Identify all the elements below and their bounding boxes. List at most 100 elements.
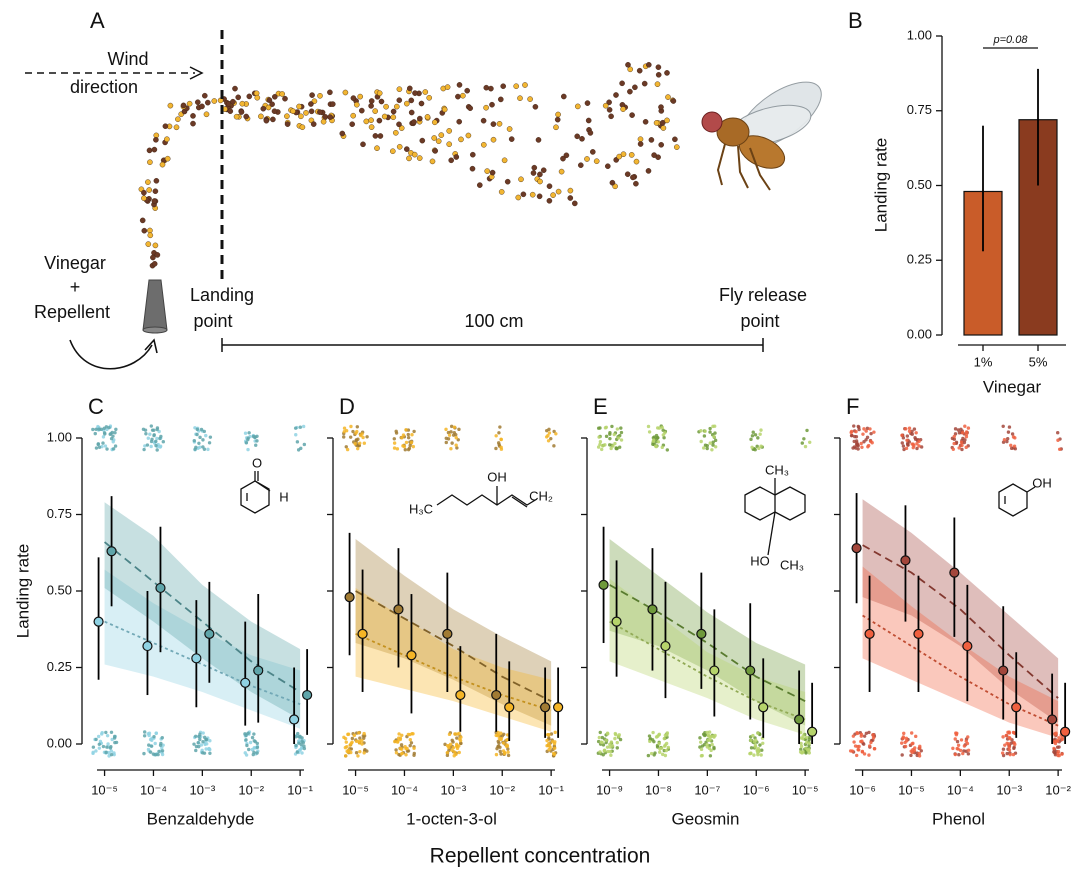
raw-dot [904, 446, 909, 451]
raw-dot [552, 429, 556, 434]
raw-dot [392, 437, 396, 441]
plume-dot [308, 101, 314, 107]
plume-dot [602, 102, 609, 109]
point [455, 689, 466, 701]
raw-dot [1009, 443, 1013, 448]
point [393, 604, 404, 615]
raw-dot [1001, 735, 1005, 739]
raw-dot [871, 733, 875, 737]
x-tick-label: 10⁻² [1045, 782, 1071, 797]
raw-dot [1057, 736, 1061, 740]
raw-dot [155, 427, 159, 432]
raw-dot [454, 432, 458, 437]
plume-dot [628, 152, 635, 158]
raw-dot [152, 433, 156, 438]
plume-dot [518, 176, 524, 183]
raw-dot [604, 434, 609, 439]
plume-dot [609, 179, 616, 186]
raw-dot [93, 431, 97, 436]
point [442, 628, 453, 639]
raw-dot [243, 732, 247, 736]
plume-dot [620, 106, 626, 112]
plume-dot [520, 191, 527, 198]
point [155, 582, 166, 594]
raw-dot [706, 733, 711, 737]
raw-dot [499, 752, 503, 756]
x-tick-label: 10⁻⁶ [849, 782, 876, 797]
raw-dot [1012, 746, 1016, 751]
point [106, 546, 117, 557]
raw-dot [255, 745, 260, 750]
raw-dot [362, 751, 366, 755]
raw-dot [349, 741, 353, 745]
raw-dot [872, 747, 877, 751]
raw-dot [208, 435, 213, 439]
plume-dot [641, 80, 648, 87]
panel-label: D [339, 394, 355, 419]
structure-label: OH [1032, 475, 1052, 490]
plume-dot [151, 146, 158, 153]
raw-dot [154, 731, 159, 735]
plume-dot [555, 188, 562, 195]
plume-dot [396, 143, 403, 150]
raw-dot [910, 442, 914, 446]
raw-dot [919, 445, 924, 449]
raw-dot [872, 430, 876, 434]
plume-dot [489, 169, 496, 176]
plume-dot [619, 80, 625, 87]
raw-dot [951, 746, 955, 751]
raw-dot [914, 734, 918, 739]
raw-dot [808, 440, 812, 444]
raw-dot [655, 437, 659, 441]
plume-dot [308, 108, 315, 115]
confidence-band [609, 578, 806, 735]
raw-dot [457, 744, 461, 748]
raw-dot [1013, 742, 1017, 747]
raw-dot [614, 446, 619, 450]
raw-dot [146, 747, 151, 752]
raw-dot [862, 752, 867, 756]
raw-dot [712, 745, 716, 750]
plume-dot [271, 108, 278, 114]
raw-dot [956, 743, 961, 747]
raw-dot [911, 445, 915, 450]
x-tick-label: 5% [1029, 354, 1048, 369]
raw-dot [1052, 746, 1056, 751]
raw-dot [901, 444, 906, 448]
raw-dot [357, 739, 361, 744]
raw-dot [499, 731, 503, 735]
raw-dot [865, 426, 870, 431]
raw-dot [444, 436, 448, 440]
plume-dot [655, 64, 662, 70]
raw-dot [405, 746, 409, 751]
plume-dot [418, 100, 425, 107]
raw-dot [552, 746, 557, 750]
plume-dot [246, 93, 253, 100]
raw-dot [109, 749, 114, 753]
raw-dot [756, 436, 760, 440]
plume-dot [284, 121, 291, 127]
plume-dot [490, 121, 497, 127]
raw-dot [553, 730, 557, 735]
plume-dot [408, 109, 415, 116]
raw-dot [914, 431, 918, 435]
raw-dot [801, 737, 805, 741]
raw-dot [395, 447, 400, 451]
raw-dot [302, 744, 306, 748]
raw-dot [443, 742, 447, 747]
raw-dot [105, 745, 109, 749]
plume-dot [190, 120, 196, 127]
raw-dot [656, 440, 661, 444]
raw-dot [400, 733, 404, 737]
raw-dot [712, 435, 716, 439]
raw-dot [761, 741, 765, 745]
plume-dot [646, 62, 652, 68]
raw-dot [959, 440, 964, 445]
raw-dot [450, 441, 454, 445]
raw-dot [646, 753, 651, 758]
raw-dot [605, 745, 610, 749]
plume-dot [448, 157, 455, 164]
raw-dot [505, 744, 510, 748]
raw-dot [506, 747, 510, 751]
raw-dot [856, 748, 861, 752]
